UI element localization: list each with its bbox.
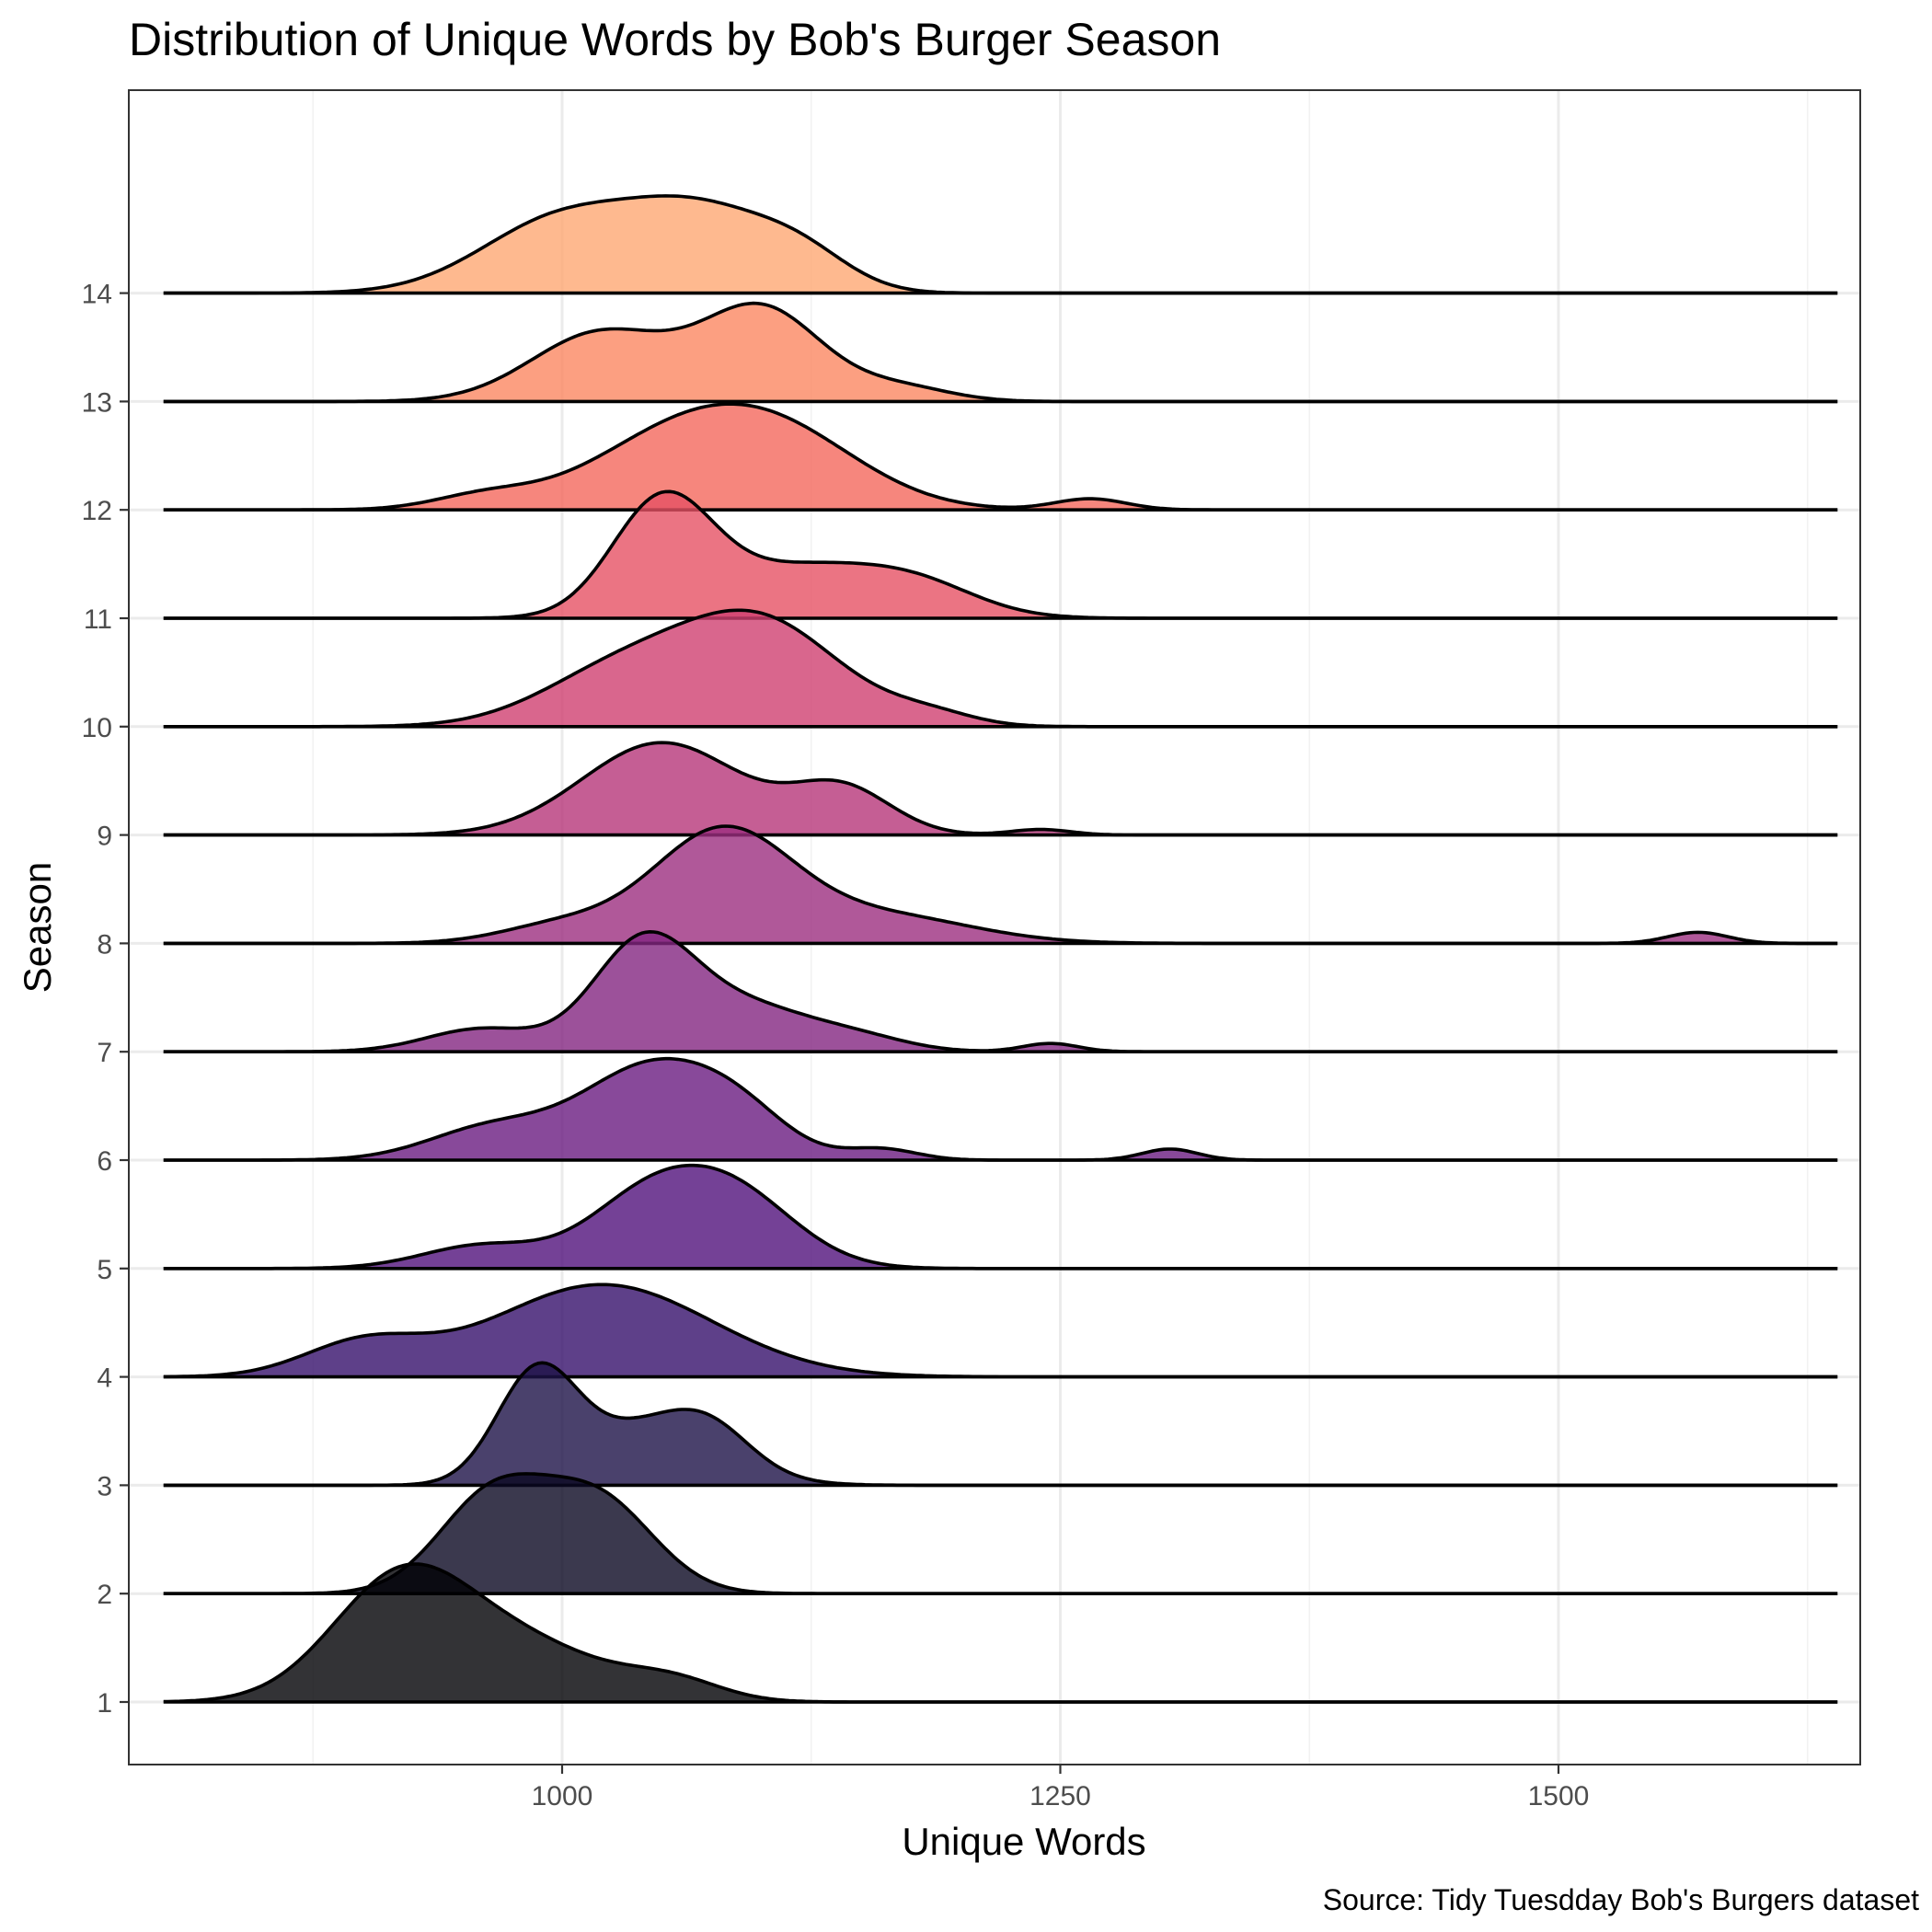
- ridge-season-1: [163, 1562, 1838, 1704]
- y-tick-label-5: 5: [97, 1255, 112, 1285]
- x-axis: 1000 1250 1500: [532, 1765, 1590, 1811]
- y-tick-label-12: 12: [82, 496, 112, 526]
- ridge-fill-season-5: [163, 1165, 1838, 1269]
- y-tick-label-14: 14: [82, 280, 112, 310]
- ridge-season-7: [163, 930, 1838, 1053]
- y-tick-label-11: 11: [84, 604, 112, 635]
- ridge-fill-season-8: [163, 826, 1838, 944]
- ridge-season-5: [163, 1163, 1838, 1271]
- ridge-fill-season-7: [163, 931, 1838, 1052]
- caption: Source: Tidy Tuesdday Bob's Burgers data…: [1323, 1883, 1919, 1916]
- y-tick-label-1: 1: [97, 1688, 112, 1719]
- ridge-fill-season-1: [163, 1564, 1838, 1702]
- y-tick-label-3: 3: [97, 1471, 112, 1501]
- ridge-outline-season-5: [163, 1163, 1838, 1271]
- ridge-outline-season-6: [163, 1056, 1838, 1162]
- y-tick-label-10: 10: [82, 713, 112, 743]
- ridges: [163, 194, 1838, 1704]
- panel-border: [128, 89, 1861, 1765]
- ridge-fill-season-6: [163, 1058, 1838, 1160]
- ridge-fill-season-13: [163, 303, 1838, 402]
- ridge-fill-season-14: [163, 195, 1838, 293]
- ridge-season-11: [163, 489, 1838, 620]
- ridge-season-4: [163, 1282, 1838, 1379]
- y-tick-label-8: 8: [97, 929, 112, 960]
- x-tick-label-1500: 1500: [1528, 1781, 1590, 1811]
- grid: [129, 90, 1860, 1765]
- y-tick-label-6: 6: [97, 1146, 112, 1177]
- ridge-fill-season-9: [163, 742, 1838, 835]
- y-tick-label-2: 2: [97, 1580, 112, 1610]
- ridge-outline-season-7: [163, 930, 1838, 1053]
- ridge-season-14: [163, 194, 1838, 295]
- ridge-fill-season-12: [163, 404, 1838, 511]
- ridge-season-13: [163, 301, 1838, 404]
- ridge-season-10: [163, 608, 1838, 729]
- ridge-fill-season-4: [163, 1284, 1838, 1377]
- chart-title: Distribution of Unique Words by Bob's Bu…: [129, 14, 1221, 65]
- ridge-outline-season-13: [163, 301, 1838, 404]
- ridge-outline-season-14: [163, 194, 1838, 295]
- ridge-season-6: [163, 1056, 1838, 1162]
- y-tick-label-7: 7: [97, 1038, 112, 1068]
- ridge-fill-season-10: [163, 610, 1838, 727]
- ridge-outline-season-9: [163, 741, 1838, 837]
- ridge-fill-season-3: [163, 1363, 1838, 1486]
- ridge-season-9: [163, 741, 1838, 837]
- ridge-outline-season-3: [163, 1361, 1838, 1488]
- ridge-season-8: [163, 824, 1838, 946]
- ridge-outline-season-12: [163, 402, 1838, 512]
- x-axis-title: Unique Words: [902, 1820, 1145, 1863]
- x-tick-label-1000: 1000: [532, 1781, 593, 1811]
- ridge-fill-season-2: [163, 1473, 1838, 1594]
- x-tick-label-1250: 1250: [1029, 1781, 1091, 1811]
- ridge-outline-season-8: [163, 824, 1838, 946]
- y-axis-title: Season: [16, 862, 59, 993]
- y-tick-label-13: 13: [82, 387, 112, 418]
- y-tick-label-4: 4: [97, 1363, 112, 1394]
- y-tick-label-9: 9: [97, 822, 112, 852]
- ridge-outline-season-10: [163, 608, 1838, 729]
- ridge-season-12: [163, 402, 1838, 512]
- ridge-season-3: [163, 1361, 1838, 1488]
